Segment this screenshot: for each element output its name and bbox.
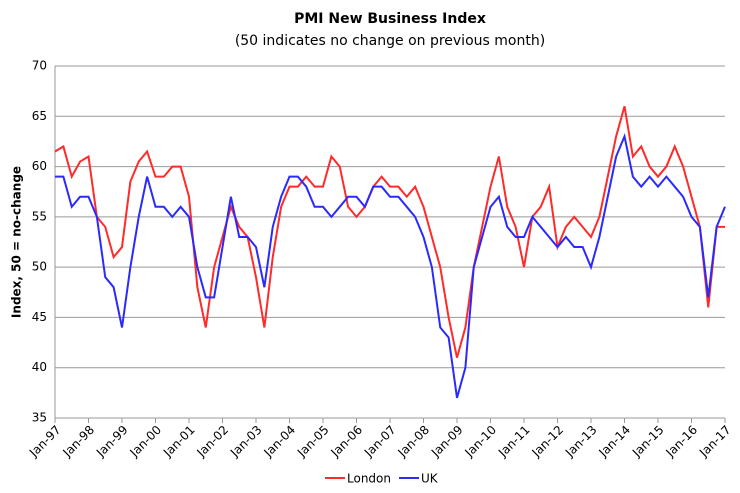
x-tick-label: Jan-14 xyxy=(596,423,634,461)
line-series xyxy=(54,105,725,358)
y-tick-label: 70 xyxy=(32,59,47,73)
y-tick-label: 50 xyxy=(32,260,47,274)
legend-label: London xyxy=(347,472,391,486)
y-tick-label: 65 xyxy=(32,109,47,123)
x-tick-label: Jan-17 xyxy=(696,423,734,461)
y-tick-label: 45 xyxy=(32,310,47,324)
x-tick-label: Jan-02 xyxy=(194,423,232,461)
x-tick-label: Jan-05 xyxy=(294,423,332,461)
x-tick-label: Jan-03 xyxy=(227,423,265,461)
x-tick-label: Jan-01 xyxy=(160,423,198,461)
x-tick-label: Jan-15 xyxy=(629,423,667,461)
x-tick-label: Jan-08 xyxy=(395,423,433,461)
x-tick-label: Jan-09 xyxy=(428,423,466,461)
x-tick-label: Jan-06 xyxy=(328,423,366,461)
y-tick-label: 60 xyxy=(32,159,47,173)
x-tick-label: Jan-00 xyxy=(127,423,165,461)
x-tick-label: Jan-12 xyxy=(529,423,567,461)
x-tick-label: Jan-99 xyxy=(93,423,131,461)
chart-title: PMI New Business Index xyxy=(294,11,486,27)
y-tick-label: 40 xyxy=(32,360,47,374)
x-tick-label: Jan-16 xyxy=(663,423,701,461)
x-tick-label: Jan-13 xyxy=(562,423,600,461)
y-tick-label: 55 xyxy=(32,209,47,223)
x-tick-label: Jan-10 xyxy=(462,423,500,461)
legend-label: UK xyxy=(421,472,439,486)
x-tick-label: Jan-98 xyxy=(60,423,98,461)
y-axis-label: Index, 50 = no-change xyxy=(10,166,24,318)
x-tick-label: Jan-97 xyxy=(26,423,64,461)
y-tick-label: 35 xyxy=(32,411,47,425)
x-tick-label: Jan-04 xyxy=(261,423,299,461)
x-tick-label: Jan-07 xyxy=(361,423,399,461)
chart-subtitle: (50 indicates no change on previous mont… xyxy=(235,33,545,49)
x-tick-label: Jan-11 xyxy=(495,423,533,461)
line-series xyxy=(55,133,726,399)
